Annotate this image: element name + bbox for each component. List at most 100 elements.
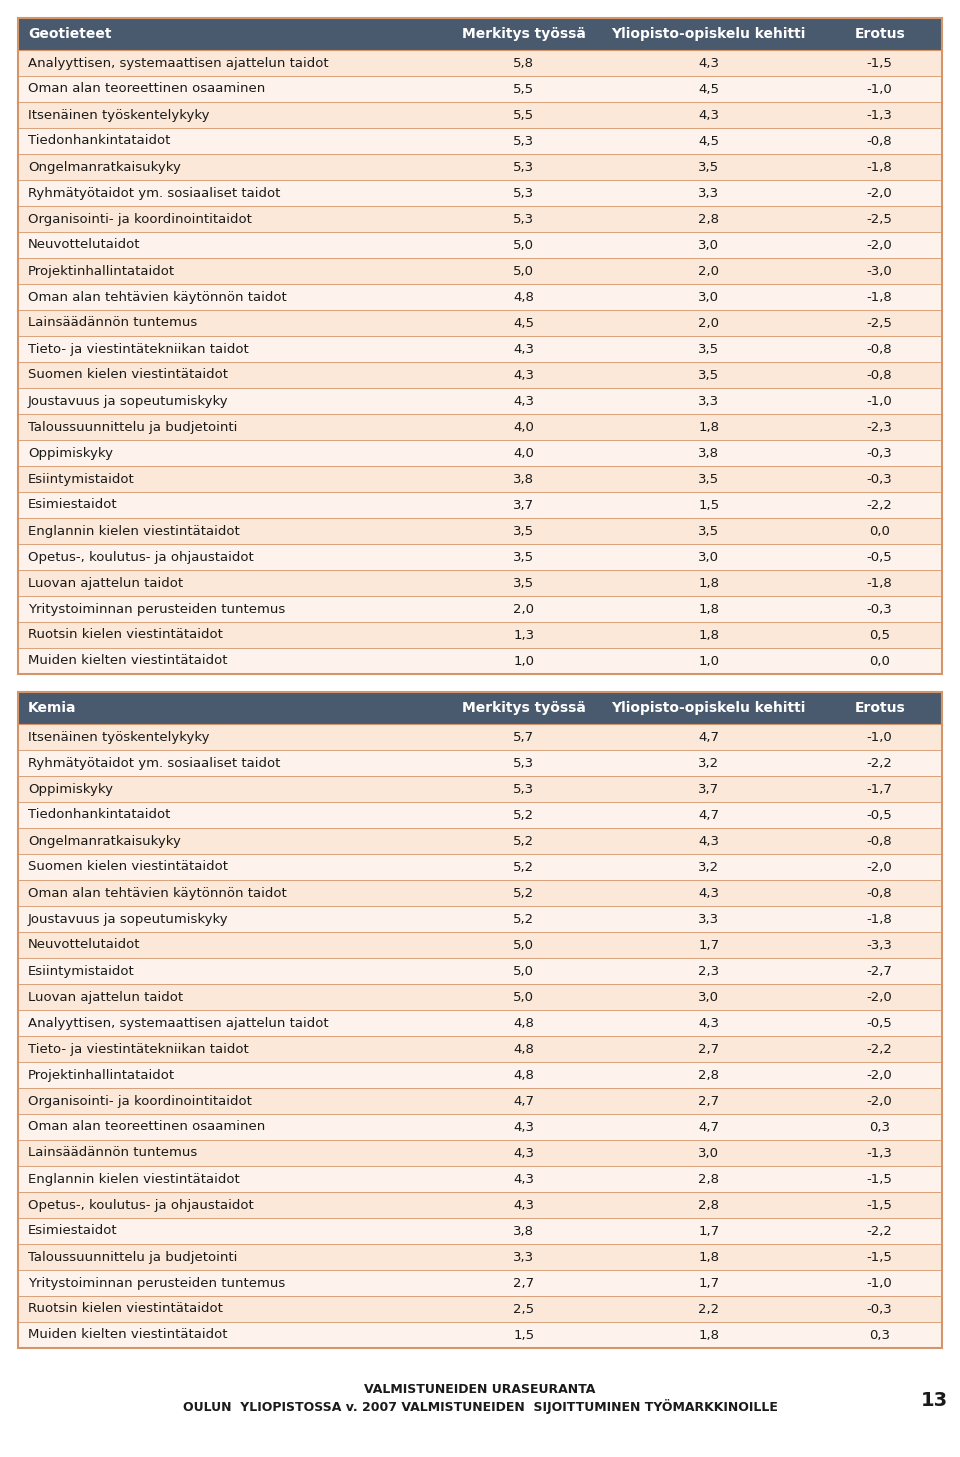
Text: 2,0: 2,0 (698, 316, 719, 329)
Text: 4,7: 4,7 (698, 730, 719, 743)
Text: 4,5: 4,5 (698, 134, 719, 147)
Bar (18, 1295, 942, 1321)
Text: 3,7: 3,7 (698, 782, 719, 796)
Text: Opetus-, koulutus- ja ohjaustaidot: Opetus-, koulutus- ja ohjaustaidot (28, 1199, 253, 1212)
Bar (18, 76, 942, 102)
Bar (18, 361, 942, 388)
Text: 4,0: 4,0 (514, 446, 535, 459)
Bar (18, 648, 942, 675)
Text: 1,0: 1,0 (514, 654, 535, 667)
Text: -1,0: -1,0 (867, 730, 893, 743)
Text: 3,2: 3,2 (698, 756, 719, 769)
Text: 0,0: 0,0 (869, 525, 890, 538)
Text: 3,0: 3,0 (698, 1147, 719, 1160)
Text: -2,7: -2,7 (867, 965, 893, 978)
Text: Yliopisto-opiskelu kehitti: Yliopisto-opiskelu kehitti (612, 28, 805, 41)
Text: Organisointi- ja koordinointitaidot: Organisointi- ja koordinointitaidot (28, 213, 252, 226)
Text: Oman alan tehtävien käytönnön taidot: Oman alan tehtävien käytönnön taidot (28, 290, 287, 303)
Bar (18, 622, 942, 648)
Bar (18, 337, 942, 361)
Text: -0,8: -0,8 (867, 835, 893, 848)
Text: Luovan ajattelun taidot: Luovan ajattelun taidot (28, 577, 183, 590)
Text: -0,5: -0,5 (867, 809, 893, 822)
Text: 5,3: 5,3 (514, 160, 535, 173)
Bar (18, 692, 942, 1348)
Text: Ruotsin kielen viestintätaidot: Ruotsin kielen viestintätaidot (28, 1303, 223, 1316)
Text: Yritystoiminnan perusteiden tuntemus: Yritystoiminnan perusteiden tuntemus (28, 1276, 285, 1289)
Text: Itsenäinen työskentelykyky: Itsenäinen työskentelykyky (28, 108, 209, 121)
Bar (18, 17, 942, 50)
Text: Englannin kielen viestintätaidot: Englannin kielen viestintätaidot (28, 1173, 240, 1186)
Text: Ryhmätyötaidot ym. sosiaaliset taidot: Ryhmätyötaidot ym. sosiaaliset taidot (28, 186, 280, 200)
Text: Taloussuunnittelu ja budjetointi: Taloussuunnittelu ja budjetointi (28, 421, 237, 434)
Text: 2,7: 2,7 (698, 1043, 719, 1055)
Text: VALMISTUNEIDEN URASEURANTA: VALMISTUNEIDEN URASEURANTA (364, 1383, 596, 1396)
Text: 3,5: 3,5 (698, 369, 719, 382)
Bar (18, 1115, 942, 1139)
Text: -0,8: -0,8 (867, 134, 893, 147)
Text: 5,0: 5,0 (514, 265, 535, 277)
Text: 5,3: 5,3 (514, 782, 535, 796)
Text: -0,8: -0,8 (867, 369, 893, 382)
Text: Esiintymistaidot: Esiintymistaidot (28, 472, 134, 485)
Text: -2,3: -2,3 (867, 421, 893, 434)
Text: 3,3: 3,3 (514, 1250, 535, 1263)
Text: Erotus: Erotus (854, 28, 905, 41)
Text: -2,5: -2,5 (867, 316, 893, 329)
Text: -2,2: -2,2 (867, 1224, 893, 1237)
Text: -1,7: -1,7 (867, 782, 893, 796)
Text: -1,0: -1,0 (867, 395, 893, 408)
Text: 5,5: 5,5 (514, 83, 535, 96)
Bar (18, 1192, 942, 1218)
Text: 3,5: 3,5 (698, 525, 719, 538)
Bar (18, 492, 942, 519)
Text: 3,2: 3,2 (698, 861, 719, 874)
Bar (18, 570, 942, 596)
Text: 1,5: 1,5 (514, 1329, 535, 1342)
Text: Projektinhallintataidot: Projektinhallintataidot (28, 1068, 175, 1081)
Bar (18, 128, 942, 154)
Bar (18, 854, 942, 880)
Text: Esimiestaidot: Esimiestaidot (28, 1224, 118, 1237)
Bar (18, 1166, 942, 1192)
Text: 5,0: 5,0 (514, 938, 535, 951)
Text: -1,8: -1,8 (867, 577, 893, 590)
Bar (18, 17, 942, 675)
Text: 1,8: 1,8 (698, 421, 719, 434)
Bar (18, 1271, 942, 1295)
Text: 1,7: 1,7 (698, 1224, 719, 1237)
Bar (18, 181, 942, 205)
Text: 4,3: 4,3 (514, 1147, 535, 1160)
Text: Merkitys työssä: Merkitys työssä (462, 28, 586, 41)
Text: 4,7: 4,7 (698, 809, 719, 822)
Bar (18, 801, 942, 828)
Text: 2,2: 2,2 (698, 1303, 719, 1316)
Text: 5,2: 5,2 (514, 835, 535, 848)
Text: -2,0: -2,0 (867, 239, 893, 252)
Text: 2,8: 2,8 (698, 1199, 719, 1212)
Text: 2,5: 2,5 (514, 1303, 535, 1316)
Bar (18, 258, 942, 284)
Bar (18, 777, 942, 801)
Text: Esiintymistaidot: Esiintymistaidot (28, 965, 134, 978)
Text: 3,0: 3,0 (698, 991, 719, 1004)
Text: -0,3: -0,3 (867, 446, 893, 459)
Text: 3,3: 3,3 (698, 912, 719, 925)
Bar (18, 1218, 942, 1244)
Text: Oman alan teoreettinen osaaminen: Oman alan teoreettinen osaaminen (28, 1120, 265, 1134)
Bar (18, 310, 942, 337)
Text: 1,8: 1,8 (698, 577, 719, 590)
Bar (18, 1244, 942, 1271)
Text: 4,8: 4,8 (514, 1068, 535, 1081)
Text: -1,8: -1,8 (867, 912, 893, 925)
Text: -1,0: -1,0 (867, 83, 893, 96)
Text: 5,3: 5,3 (514, 186, 535, 200)
Text: 0,3: 0,3 (869, 1120, 890, 1134)
Text: 4,5: 4,5 (698, 83, 719, 96)
Text: 4,3: 4,3 (514, 369, 535, 382)
Text: -2,0: -2,0 (867, 1068, 893, 1081)
Text: Projektinhallintataidot: Projektinhallintataidot (28, 265, 175, 277)
Text: Analyyttisen, systemaattisen ajattelun taidot: Analyyttisen, systemaattisen ajattelun t… (28, 57, 328, 70)
Text: 2,7: 2,7 (698, 1094, 719, 1107)
Text: 4,3: 4,3 (514, 1199, 535, 1212)
